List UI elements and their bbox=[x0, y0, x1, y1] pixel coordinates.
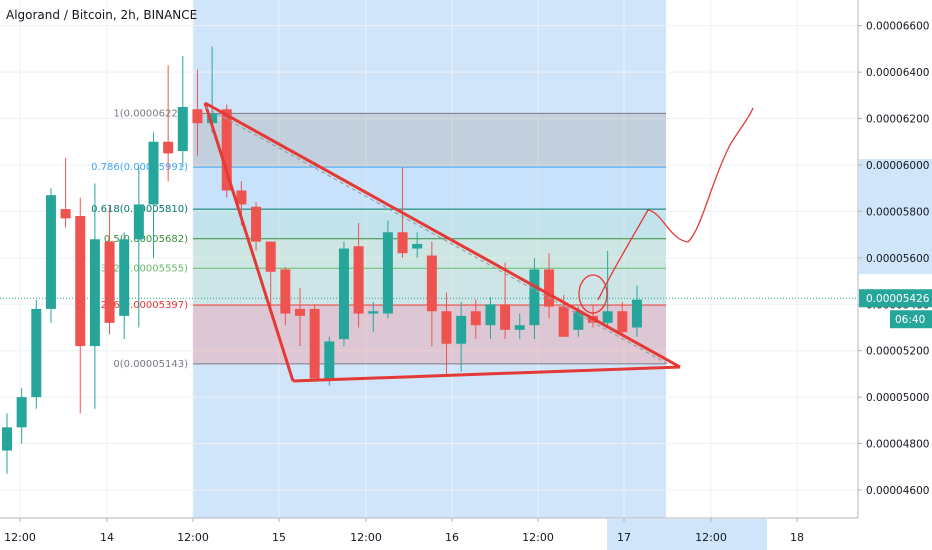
fib-level-label: 0.382(0.00005555) bbox=[91, 263, 188, 274]
price-tick-label: 0.00005000 bbox=[866, 392, 929, 404]
candle-body bbox=[89, 239, 100, 347]
time-axis-bg bbox=[0, 518, 932, 550]
candle-body bbox=[265, 241, 276, 272]
fib-zone bbox=[193, 304, 666, 364]
time-tick-label: 12:00 bbox=[177, 531, 209, 544]
price-axis-bg bbox=[858, 0, 932, 550]
candle-body bbox=[544, 269, 555, 307]
fib-level-label: 0.236(0.00005397) bbox=[91, 300, 188, 311]
price-tick-label: 0.00005800 bbox=[866, 206, 929, 218]
candle-body bbox=[412, 243, 423, 249]
fib-zone bbox=[193, 167, 666, 210]
breakout-circle bbox=[578, 274, 608, 314]
candle-body bbox=[45, 195, 56, 309]
price-tick-label: 0.00006600 bbox=[866, 21, 929, 33]
price-tick-label: 0.00004800 bbox=[866, 439, 929, 451]
candle-body bbox=[163, 141, 174, 154]
candle-body bbox=[617, 311, 628, 333]
dashed-trend-line bbox=[204, 106, 669, 365]
candle-body bbox=[573, 311, 584, 330]
candle-body bbox=[280, 269, 291, 314]
triangle-lower-line bbox=[292, 365, 681, 383]
time-tick-label: 12:00 bbox=[695, 531, 727, 544]
price-tick-label: 0.00005200 bbox=[866, 346, 929, 358]
candle-body bbox=[514, 325, 525, 330]
countdown-label: 06:40 bbox=[895, 314, 925, 326]
price-tick-label: 0.00006200 bbox=[866, 114, 929, 126]
last-price-label: 0.00005426 bbox=[866, 293, 930, 305]
candle-body bbox=[16, 397, 27, 428]
candle-body bbox=[133, 204, 144, 240]
fib-zone bbox=[193, 209, 666, 239]
price-tick-label: 0.00006000 bbox=[866, 160, 929, 172]
chart-title: Algorand / Bitcoin, 2h, BINANCE bbox=[6, 8, 198, 22]
candle-body bbox=[602, 311, 613, 323]
candle-body bbox=[251, 206, 262, 242]
candle-body bbox=[441, 311, 452, 344]
fib-level-label: 0.5(0.00005682) bbox=[104, 234, 188, 245]
candle-body bbox=[397, 232, 408, 254]
candle-body bbox=[324, 341, 335, 379]
time-tick-label: 17 bbox=[617, 531, 631, 544]
candle-body bbox=[338, 248, 349, 340]
candle-body bbox=[529, 269, 540, 326]
triangle-upper-line bbox=[204, 101, 681, 369]
candle-body bbox=[60, 209, 71, 219]
time-tick-label: 15 bbox=[272, 531, 286, 544]
candle-body bbox=[207, 113, 218, 124]
last-price-badge bbox=[859, 289, 932, 308]
time-tick-label: 12:00 bbox=[4, 531, 36, 544]
candle-body bbox=[353, 246, 364, 314]
candle-body bbox=[295, 308, 305, 316]
time-tick-label: 16 bbox=[445, 531, 459, 544]
fib-level-label: 0.786(0.00005991) bbox=[91, 162, 188, 173]
countdown-badge bbox=[890, 310, 932, 329]
time-tick-label: 12:00 bbox=[350, 531, 382, 544]
projection-path bbox=[597, 107, 754, 301]
price-tick-label: 0.00005600 bbox=[866, 253, 929, 265]
fib-level-label: 0(0.00005143) bbox=[113, 359, 188, 370]
candle-body bbox=[119, 239, 130, 316]
candle-body bbox=[368, 311, 379, 314]
candle-body bbox=[75, 216, 86, 347]
candle-body bbox=[309, 308, 320, 379]
candle-body bbox=[631, 299, 642, 328]
price-tick-label: 0.00004600 bbox=[866, 485, 929, 497]
candle-body bbox=[485, 304, 496, 326]
triangle-left-line bbox=[203, 102, 295, 382]
fib-level-label: 1(0.00006222) bbox=[113, 108, 188, 119]
candle-body bbox=[470, 311, 481, 326]
fib-zone bbox=[193, 113, 666, 168]
time-tick-label: 14 bbox=[100, 531, 114, 544]
candle-body bbox=[500, 304, 511, 330]
time-tick-label: 18 bbox=[790, 531, 804, 544]
time-tick-label: 12:00 bbox=[522, 531, 554, 544]
candle-body bbox=[177, 106, 188, 152]
candle-body bbox=[192, 109, 203, 124]
candle-body bbox=[236, 190, 247, 205]
candle-body bbox=[104, 241, 115, 323]
candle-body bbox=[558, 306, 569, 337]
candle-body bbox=[31, 308, 42, 398]
candle-body bbox=[148, 141, 159, 205]
price-range-highlight bbox=[859, 159, 932, 275]
candle-body bbox=[2, 427, 12, 451]
candle-body bbox=[221, 109, 232, 191]
candle-body bbox=[426, 255, 437, 312]
candle-body bbox=[382, 232, 393, 314]
price-tick-label: 0.00006400 bbox=[866, 67, 929, 79]
candle-body bbox=[456, 315, 467, 344]
time-range-highlight bbox=[607, 519, 767, 550]
